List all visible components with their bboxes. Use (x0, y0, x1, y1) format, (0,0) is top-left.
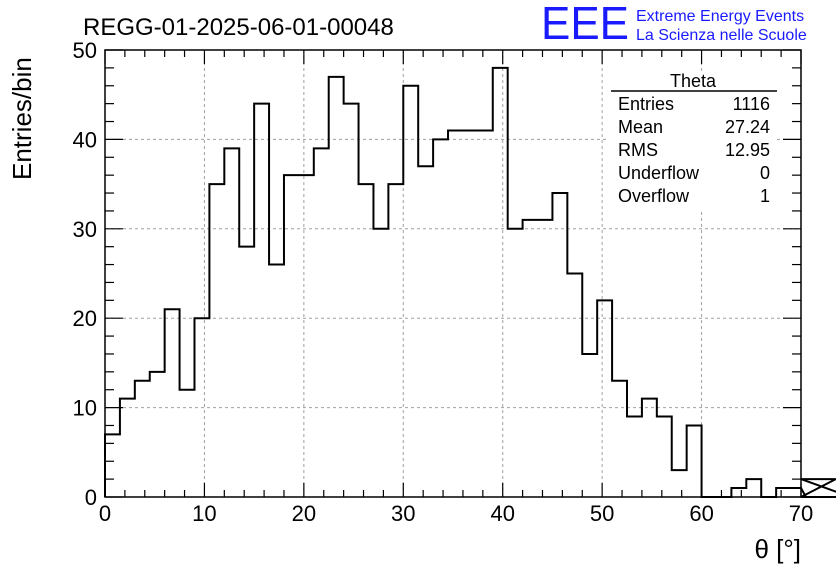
stats-value-entries: 1116 (733, 94, 770, 114)
x-tick-label: 0 (99, 501, 111, 526)
histogram-bin (209, 184, 224, 497)
histogram-bin (180, 390, 195, 497)
axes (104, 49, 802, 498)
histogram-bin (373, 229, 388, 497)
eee-logo: EEE (541, 0, 629, 49)
histogram-bin (433, 139, 448, 497)
histogram-bin (791, 488, 801, 497)
y-tick-label: 50 (73, 38, 97, 63)
histogram-outline (104, 66, 836, 498)
histogram-bin (612, 381, 627, 497)
histogram-bin (567, 274, 582, 498)
histogram-bin (657, 417, 672, 497)
histogram-bin (284, 175, 299, 497)
histogram-bin (448, 130, 463, 497)
stats-value-overflow: 1 (760, 186, 770, 206)
histogram-bin (552, 193, 567, 497)
stats-box-title: Theta (670, 71, 717, 91)
histogram-bin (239, 247, 254, 497)
histogram-bin (403, 86, 418, 497)
histogram-bin (776, 488, 791, 497)
x-tick-label: 20 (292, 501, 316, 526)
histogram-bin (746, 479, 761, 497)
stats-value-underflow: 0 (760, 163, 770, 183)
stats-label-entries: Entries (618, 94, 674, 114)
stats-label-underflow: Underflow (618, 163, 700, 183)
histogram-bin (359, 184, 374, 497)
histogram-bin (538, 220, 553, 497)
histogram-bin (329, 77, 344, 497)
y-tick-label: 30 (73, 217, 97, 242)
histogram-bin (120, 399, 135, 497)
histogram-bin (269, 265, 284, 497)
histogram-bin (314, 148, 329, 497)
y-tick-label: 0 (85, 485, 97, 510)
stats-label-overflow: Overflow (618, 186, 690, 206)
histogram-bin (493, 68, 508, 497)
stats-box-background (609, 72, 777, 212)
histogram-bin (224, 148, 239, 497)
stats-box: Theta Entries 1116 Mean 27.24 RMS 12.95 … (609, 71, 777, 212)
histogram-bin (254, 104, 269, 497)
histogram-bin (165, 309, 180, 497)
histogram-bin (418, 166, 433, 497)
histogram-bin (299, 175, 314, 497)
histogram-bin (627, 417, 642, 497)
y-tick-label: 10 (73, 396, 97, 421)
chart-title: REGG-01-2025-06-01-00048 (83, 14, 394, 41)
histogram-bin (508, 229, 523, 497)
stats-value-mean: 27.24 (725, 117, 770, 137)
histogram-bin (582, 354, 597, 497)
histogram-bin (687, 425, 702, 497)
histogram-bin (672, 470, 687, 497)
histogram-bin (150, 372, 165, 497)
histogram-bin (642, 399, 657, 497)
logo-line-2: La Scienza nelle Scuole (636, 27, 807, 44)
histogram-bars (104, 66, 836, 498)
histogram-bin (344, 104, 359, 497)
x-axis-label: θ [°] (754, 534, 801, 564)
plot-frame (104, 49, 802, 498)
histogram-bin (135, 381, 150, 497)
histogram-bin (731, 488, 746, 497)
x-tick-label: 10 (192, 501, 216, 526)
histogram-bin (463, 130, 478, 497)
stats-label-rms: RMS (618, 140, 658, 160)
histogram-bin (523, 220, 538, 497)
x-tick-label: 70 (789, 501, 813, 526)
stats-label-mean: Mean (618, 117, 663, 137)
histogram-bin (478, 130, 493, 497)
logo-line-1: Extreme Energy Events (636, 8, 804, 25)
y-axis-label: Entries/bin (7, 57, 37, 180)
histogram-bin (597, 300, 612, 497)
y-tick-label: 40 (73, 127, 97, 152)
histogram-bin (194, 318, 209, 497)
histogram-bin (388, 184, 403, 497)
x-tick-label: 60 (689, 501, 713, 526)
stats-value-rms: 12.95 (725, 140, 770, 160)
x-tick-label: 30 (391, 501, 415, 526)
y-tick-label: 20 (73, 306, 97, 331)
x-tick-label: 40 (490, 501, 514, 526)
x-tick-label: 50 (590, 501, 614, 526)
